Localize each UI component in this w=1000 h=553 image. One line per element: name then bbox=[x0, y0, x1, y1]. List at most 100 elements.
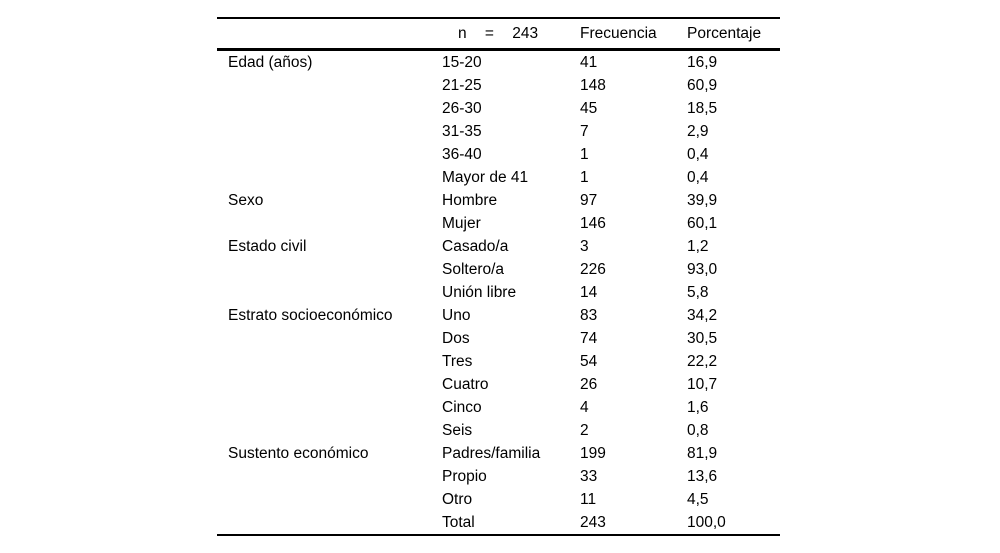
table-row: Dos 74 30,5 bbox=[217, 327, 780, 350]
cell-category bbox=[217, 166, 442, 189]
cell-frequency: 83 bbox=[580, 307, 598, 324]
table-row: 21-25 148 60,9 bbox=[217, 74, 780, 97]
cell-frequency: 1 bbox=[580, 146, 589, 163]
cell-category bbox=[217, 396, 442, 419]
header-cell-empty bbox=[217, 18, 442, 51]
cell-category: Estrato socioeconómico bbox=[228, 307, 393, 324]
demographics-table: n = 243 Frecuencia Porcentaje Edad (años… bbox=[217, 17, 780, 536]
header-cell-n-summary: n = 243 bbox=[442, 18, 580, 51]
table-row: 31-35 7 2,9 bbox=[217, 120, 780, 143]
cell-frequency: 74 bbox=[580, 330, 598, 347]
cell-percentage: 0,4 bbox=[687, 169, 709, 186]
table-row: Tres 54 22,2 bbox=[217, 350, 780, 373]
cell-label: 15-20 bbox=[442, 54, 482, 71]
cell-percentage: 60,9 bbox=[687, 77, 718, 94]
cell-percentage: 4,5 bbox=[687, 491, 709, 508]
cell-frequency: 2 bbox=[580, 422, 589, 439]
cell-label: Dos bbox=[442, 330, 470, 347]
table-row: Unión libre 14 5,8 bbox=[217, 281, 780, 304]
cell-category bbox=[217, 212, 442, 235]
cell-percentage: 34,2 bbox=[687, 307, 718, 324]
cell-frequency: 148 bbox=[580, 77, 606, 94]
cell-label: Casado/a bbox=[442, 238, 509, 255]
cell-label: Otro bbox=[442, 491, 473, 508]
cell-frequency: 146 bbox=[580, 215, 606, 232]
cell-percentage: 0,8 bbox=[687, 422, 709, 439]
cell-frequency: 226 bbox=[580, 261, 606, 278]
cell-category bbox=[217, 97, 442, 120]
cell-percentage: 100,0 bbox=[687, 514, 726, 531]
cell-percentage: 16,9 bbox=[687, 54, 718, 71]
cell-label: Unión libre bbox=[442, 284, 517, 301]
header-row: n = 243 Frecuencia Porcentaje bbox=[217, 18, 780, 51]
cell-label: Cinco bbox=[442, 399, 482, 416]
table-header: n = 243 Frecuencia Porcentaje bbox=[217, 18, 780, 51]
cell-label: Seis bbox=[442, 422, 473, 439]
cell-label: 26-30 bbox=[442, 100, 482, 117]
cell-label: Hombre bbox=[442, 192, 498, 209]
cell-frequency: 26 bbox=[580, 376, 598, 393]
cell-category: Sustento económico bbox=[228, 445, 369, 462]
cell-category bbox=[217, 74, 442, 97]
table-row: Otro 11 4,5 bbox=[217, 488, 780, 511]
cell-percentage: 5,8 bbox=[687, 284, 709, 301]
table-row: Cuatro 26 10,7 bbox=[217, 373, 780, 396]
cell-frequency: 41 bbox=[580, 54, 598, 71]
table-row: Sexo Hombre 97 39,9 bbox=[217, 189, 780, 212]
cell-frequency: 7 bbox=[580, 123, 589, 140]
cell-category bbox=[217, 511, 442, 535]
cell-label: Uno bbox=[442, 307, 471, 324]
cell-label: Soltero/a bbox=[442, 261, 505, 278]
cell-label: Total bbox=[442, 514, 475, 531]
cell-category: Edad (años) bbox=[228, 54, 313, 71]
cell-percentage: 1,6 bbox=[687, 399, 709, 416]
cell-percentage: 60,1 bbox=[687, 215, 718, 232]
cell-label: Padres/familia bbox=[442, 445, 541, 462]
cell-frequency: 11 bbox=[580, 491, 597, 508]
table-row: 26-30 45 18,5 bbox=[217, 97, 780, 120]
header-cell-porcentaje: Porcentaje bbox=[687, 18, 780, 51]
cell-percentage: 39,9 bbox=[687, 192, 718, 209]
cell-percentage: 0,4 bbox=[687, 146, 709, 163]
cell-label: 31-35 bbox=[442, 123, 482, 140]
cell-percentage: 10,7 bbox=[687, 376, 718, 393]
cell-percentage: 22,2 bbox=[687, 353, 718, 370]
cell-percentage: 1,2 bbox=[687, 238, 709, 255]
cell-frequency: 97 bbox=[580, 192, 598, 209]
cell-frequency: 54 bbox=[580, 353, 598, 370]
header-cell-frecuencia: Frecuencia bbox=[580, 18, 687, 51]
cell-label: Mayor de 41 bbox=[442, 169, 529, 186]
cell-category: Sexo bbox=[228, 192, 264, 209]
cell-label: 36-40 bbox=[442, 146, 482, 163]
table-row: Cinco 4 1,6 bbox=[217, 396, 780, 419]
cell-label: Mujer bbox=[442, 215, 481, 232]
cell-label: Propio bbox=[442, 468, 487, 485]
cell-frequency: 3 bbox=[580, 238, 589, 255]
cell-label: Cuatro bbox=[442, 376, 489, 393]
cell-frequency: 33 bbox=[580, 468, 598, 485]
table-row: Seis 2 0,8 bbox=[217, 419, 780, 442]
table-row: Estrato socioeconómico Uno 83 34,2 bbox=[217, 304, 780, 327]
table-row: Soltero/a 226 93,0 bbox=[217, 258, 780, 281]
cell-frequency: 243 bbox=[580, 514, 606, 531]
cell-category bbox=[217, 281, 442, 304]
table-row: Estado civil Casado/a 3 1,2 bbox=[217, 235, 780, 258]
table-row: Propio 33 13,6 bbox=[217, 465, 780, 488]
cell-category bbox=[217, 350, 442, 373]
cell-category bbox=[217, 258, 442, 281]
table-row: Mujer 146 60,1 bbox=[217, 212, 780, 235]
table-row: Sustento económico Padres/familia 199 81… bbox=[217, 442, 780, 465]
cell-percentage: 18,5 bbox=[687, 100, 718, 117]
cell-frequency: 1 bbox=[580, 169, 589, 186]
cell-frequency: 199 bbox=[580, 445, 606, 462]
cell-percentage: 13,6 bbox=[687, 468, 718, 485]
cell-frequency: 45 bbox=[580, 100, 598, 117]
cell-category: Estado civil bbox=[228, 238, 307, 255]
cell-category bbox=[217, 488, 442, 511]
cell-label: Tres bbox=[442, 353, 473, 370]
cell-frequency: 4 bbox=[580, 399, 589, 416]
cell-label: 21-25 bbox=[442, 77, 482, 94]
cell-category bbox=[217, 120, 442, 143]
cell-percentage: 2,9 bbox=[687, 123, 709, 140]
cell-category bbox=[217, 373, 442, 396]
